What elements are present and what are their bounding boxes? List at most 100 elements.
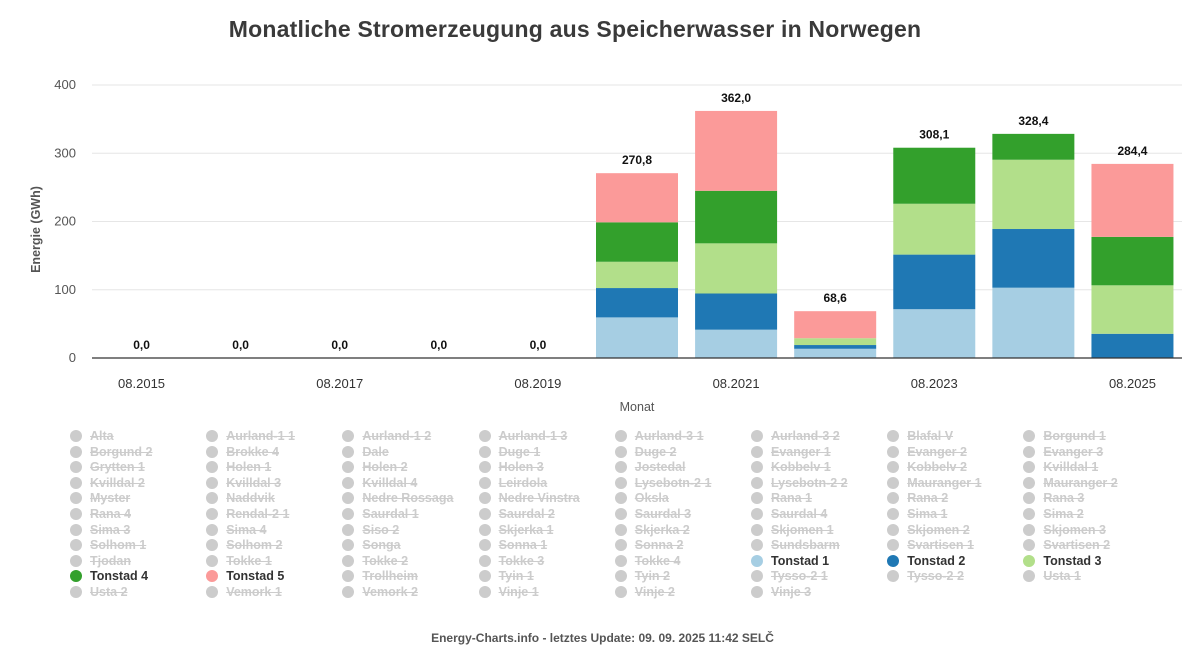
legend-item[interactable]: Leirdola xyxy=(478,475,547,491)
legend-item-label: Borgund 1 xyxy=(1043,429,1106,443)
legend-item[interactable]: Nedre Vinstra xyxy=(478,490,580,506)
legend-item[interactable]: Tokke 2 xyxy=(342,553,408,569)
legend-dot-icon xyxy=(1023,570,1036,583)
legend-item-label: Grytten 1 xyxy=(90,460,145,475)
legend-item[interactable]: Oksla xyxy=(614,490,669,506)
legend-item[interactable]: Solhom 2 xyxy=(206,537,282,553)
legend-item-label: Vemork 1 xyxy=(226,585,282,599)
legend-item[interactable]: Rana 3 xyxy=(1023,490,1084,506)
legend-item[interactable]: Kvilldal 1 xyxy=(1023,459,1098,475)
bar-total-label: 328,4 xyxy=(1018,114,1048,128)
legend-item-label: Sima 2 xyxy=(1043,507,1084,521)
legend-item[interactable]: Kobbelv 1 xyxy=(751,459,831,475)
legend-item[interactable]: Evanger 3 xyxy=(1023,444,1103,460)
legend-item[interactable]: Svartisen 1 xyxy=(887,537,974,553)
legend-item[interactable]: Blafal V xyxy=(887,428,953,444)
legend-item[interactable]: Skjomen 2 xyxy=(887,522,970,538)
legend-item-label: Tonstad 5 xyxy=(226,569,285,584)
legend-item-label: Sima 4 xyxy=(226,522,267,537)
legend-item[interactable]: Holen 3 xyxy=(478,459,544,475)
legend-item[interactable]: Borgund 1 xyxy=(1023,428,1106,444)
bar-total-label: 0,0 xyxy=(232,338,249,352)
legend-item[interactable]: Skjomen 1 xyxy=(751,522,834,538)
legend-item[interactable]: Skjerka 2 xyxy=(614,522,690,538)
legend-item[interactable]: Duge 2 xyxy=(614,444,676,460)
legend-item[interactable]: Duge 1 xyxy=(478,444,540,460)
legend-dot-icon xyxy=(206,476,219,489)
legend-item[interactable]: Saurdal 2 xyxy=(478,506,555,522)
legend-item[interactable]: Vemork 1 xyxy=(206,584,282,600)
legend-item[interactable]: Sima 1 xyxy=(887,506,948,522)
legend-item[interactable]: Siso 2 xyxy=(342,522,399,538)
legend-item[interactable]: Sundsbarm xyxy=(751,537,840,553)
legend-item[interactable]: Trollheim xyxy=(342,568,418,584)
legend-item[interactable]: Saurdal 1 xyxy=(342,506,419,522)
legend-item[interactable]: Usta 2 xyxy=(70,584,128,600)
legend-item[interactable]: Saurdal 4 xyxy=(751,506,827,522)
legend-item[interactable]: Tokke 3 xyxy=(478,553,544,569)
legend-item[interactable]: Kvilldal 4 xyxy=(342,475,417,491)
legend-item[interactable]: Borgund 2 xyxy=(70,444,153,460)
legend-item[interactable]: Aurland-1 1 xyxy=(206,428,295,444)
legend-item[interactable]: Songa xyxy=(342,537,401,553)
legend-item[interactable]: Aurland-1 3 xyxy=(478,428,567,444)
legend-dot-icon xyxy=(887,523,900,536)
legend-item[interactable]: Vinje 2 xyxy=(614,584,675,600)
legend-item-label: Mauranger 2 xyxy=(1043,475,1118,490)
legend-item[interactable]: Jostedal xyxy=(614,459,686,475)
legend-item[interactable]: Grytten 1 xyxy=(70,459,145,475)
legend-item[interactable]: Myster xyxy=(70,490,130,506)
legend-item[interactable]: Rendal-2 1 xyxy=(206,506,289,522)
legend-item[interactable]: Aurland-1 2 xyxy=(342,428,431,444)
legend-item[interactable]: Naddvik xyxy=(206,490,275,506)
legend-item[interactable]: Tokke 4 xyxy=(614,553,680,569)
legend-dot-icon xyxy=(614,461,627,474)
legend-item[interactable]: Tysso-2 1 xyxy=(751,568,828,584)
legend-item[interactable]: Lysebotn-2 1 xyxy=(614,475,711,491)
legend-item[interactable]: Sonna 2 xyxy=(614,537,683,553)
legend-item[interactable]: Holen 1 xyxy=(206,459,271,475)
legend-item[interactable]: Holen 2 xyxy=(342,459,408,475)
legend-item[interactable]: Sima 3 xyxy=(70,522,130,538)
legend-item[interactable]: Vemork 2 xyxy=(342,584,418,600)
legend-item[interactable]: Kobbelv 2 xyxy=(887,459,967,475)
legend-item[interactable]: Sonna 1 xyxy=(478,537,547,553)
legend-item[interactable]: Tjodan xyxy=(70,553,131,569)
legend-item[interactable]: Tonstad 4 xyxy=(70,568,148,584)
legend-item[interactable]: Mauranger 1 xyxy=(887,475,982,491)
legend-item[interactable]: Lysebotn-2 2 xyxy=(751,475,848,491)
legend-item[interactable]: Aurland-3 1 xyxy=(614,428,704,444)
legend-item[interactable]: Aurland-3 2 xyxy=(751,428,840,444)
legend-item[interactable]: Evanger 2 xyxy=(887,444,967,460)
legend-item[interactable]: Tyin 1 xyxy=(478,568,534,584)
legend-item[interactable]: Tonstad 3 xyxy=(1023,553,1102,569)
legend-item[interactable]: Vinje 1 xyxy=(478,584,539,600)
legend-item[interactable]: Tonstad 5 xyxy=(206,568,284,584)
legend-item[interactable]: Solhom 1 xyxy=(70,537,146,553)
legend-item[interactable]: Mauranger 2 xyxy=(1023,475,1118,491)
legend-item[interactable]: Rana 4 xyxy=(70,506,131,522)
legend-item[interactable]: Evanger 1 xyxy=(751,444,831,460)
legend-item[interactable]: Nedre Rossaga xyxy=(342,490,453,506)
legend-item[interactable]: Tokke 1 xyxy=(206,553,272,569)
legend-item[interactable]: Svartisen 2 xyxy=(1023,537,1110,553)
legend-item[interactable]: Skjerka 1 xyxy=(478,522,554,538)
legend-item[interactable]: Kvilldal 3 xyxy=(206,475,281,491)
legend-item[interactable]: Dale xyxy=(342,444,389,460)
legend-item[interactable]: Tonstad 2 xyxy=(887,553,965,569)
legend-item[interactable]: Saurdal 3 xyxy=(614,506,691,522)
legend-item[interactable]: Tyin 2 xyxy=(614,568,670,584)
legend-item[interactable]: Rana 1 xyxy=(751,490,812,506)
legend-item[interactable]: Sima 2 xyxy=(1023,506,1084,522)
legend-item[interactable]: Tonstad 1 xyxy=(751,553,829,569)
legend-item[interactable]: Skjomen 3 xyxy=(1023,522,1106,538)
legend-item[interactable]: Sima 4 xyxy=(206,522,267,538)
legend-item[interactable]: Brokke 4 xyxy=(206,444,279,460)
legend-item[interactable]: Alta xyxy=(70,428,114,444)
legend-item[interactable]: Usta 1 xyxy=(1023,568,1081,584)
legend-item[interactable]: Tysso-2 2 xyxy=(887,568,964,584)
legend-item[interactable]: Rana 2 xyxy=(887,490,948,506)
legend-dot-icon xyxy=(342,445,355,458)
legend-item[interactable]: Kvilldal 2 xyxy=(70,475,145,491)
legend-item[interactable]: Vinje 3 xyxy=(751,584,811,600)
